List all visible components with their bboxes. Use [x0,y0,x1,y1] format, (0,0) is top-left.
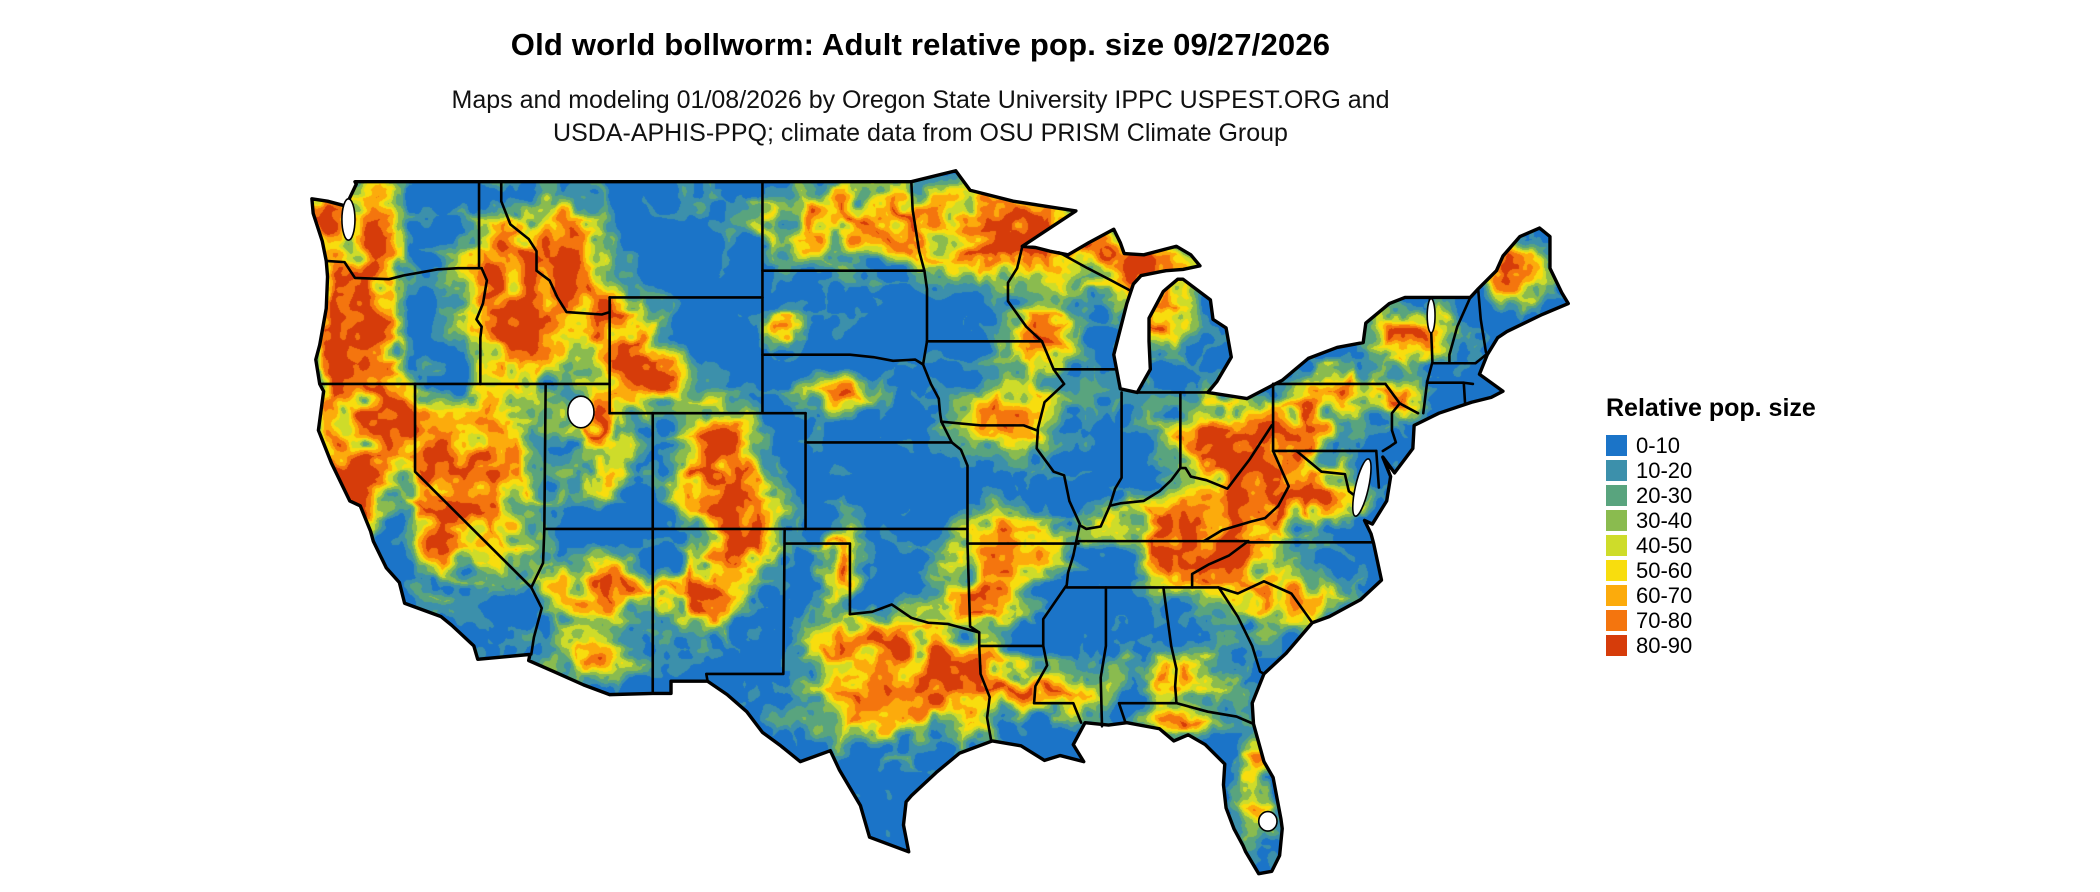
legend-item: 30-40 [1606,508,1816,533]
us-map [274,161,1580,892]
legend: Relative pop. size 0-10 10-20 20-30 30-40 40… [1606,394,1816,658]
state-border-line [1176,703,1253,724]
legend-item: 80-90 [1606,633,1816,658]
state-border-line [1376,451,1379,488]
legend-item: 0-10 [1606,433,1816,458]
legend-label: 30-40 [1636,508,1693,533]
state-border-line [326,261,481,279]
legend-item: 60-70 [1606,583,1816,608]
legend-label: 60-70 [1636,583,1693,608]
legend-swatch [1606,435,1627,456]
lake-shape [342,199,355,240]
lake-shape [1259,812,1277,831]
state-border-line [1119,703,1176,722]
state-border-line [531,529,544,654]
legend-label: 80-90 [1636,633,1693,658]
state-border-line [952,442,979,632]
state-border-line [1192,541,1248,587]
state-border-line [1427,383,1473,384]
state-border-line [1034,703,1081,722]
legend-item: 20-30 [1606,483,1816,508]
page-title: Old world bollworm: Adult relative pop. … [510,27,1331,62]
lake-shape [1427,299,1435,333]
legend-item: 40-50 [1606,533,1816,558]
state-border-line [923,364,952,442]
state-border-line [785,544,850,615]
legend-item: 50-60 [1606,558,1816,583]
legend-label: 20-30 [1636,483,1693,508]
state-border-line [312,171,1568,874]
state-border-line [923,341,927,364]
legend-label: 40-50 [1636,533,1693,558]
state-border-line [1432,355,1486,364]
legend-swatch [1606,485,1627,506]
legend-item: 70-80 [1606,608,1816,633]
state-border-line [979,632,991,739]
state-border-line [1008,246,1080,703]
lake-shape [568,396,594,428]
state-border-line [1297,451,1362,501]
legend-swatch [1606,535,1627,556]
map-subtitle-line1: Maps and modeling 01/08/2026 by Oregon S… [451,86,1390,114]
legend-items: 0-10 10-20 20-30 30-40 40-50 50-60 60-70 70-80 8… [1606,433,1816,658]
header: Old world bollworm: Adult relative pop. … [0,0,1841,150]
legend-label: 10-20 [1636,458,1693,483]
legend-label: 70-80 [1636,608,1693,633]
state-border-line [911,182,927,342]
legend-label: 50-60 [1636,558,1693,583]
state-border-line [1110,392,1122,505]
state-border-line [544,384,545,529]
legend-swatch [1606,560,1627,581]
state-border-line [1464,383,1465,404]
state-border-line [850,604,979,632]
state-border-line [1383,384,1400,451]
legend-title: Relative pop. size [1606,394,1816,422]
legend-swatch [1606,460,1627,481]
state-border-line [476,268,486,384]
state-border-line [1059,252,1130,290]
legend-label: 0-10 [1636,433,1681,458]
state-border-line [1163,587,1176,703]
legend-swatch [1606,510,1627,531]
state-border-line [941,422,1036,431]
legend-swatch [1606,585,1627,606]
state-border-line [1400,403,1418,413]
state-border-line [1080,425,1272,529]
state-border-line [1101,587,1106,726]
legend-swatch [1606,635,1627,656]
state-border-line [1449,297,1470,363]
state-border-line [1218,581,1312,622]
state-border-line [1204,451,1289,541]
state-border-line [1478,289,1486,352]
state-borders-overlay [274,161,1580,892]
lake-shape [1349,458,1375,518]
state-border-line [415,384,531,587]
state-border-line [762,355,923,365]
legend-item: 10-20 [1606,458,1816,483]
state-border-line [706,529,784,681]
legend-swatch [1606,610,1627,631]
map-subtitle-line2: USDA-APHIS-PPQ; climate data from OSU PR… [553,119,1288,147]
state-border-line [1220,589,1264,674]
state-border-line [501,182,609,315]
